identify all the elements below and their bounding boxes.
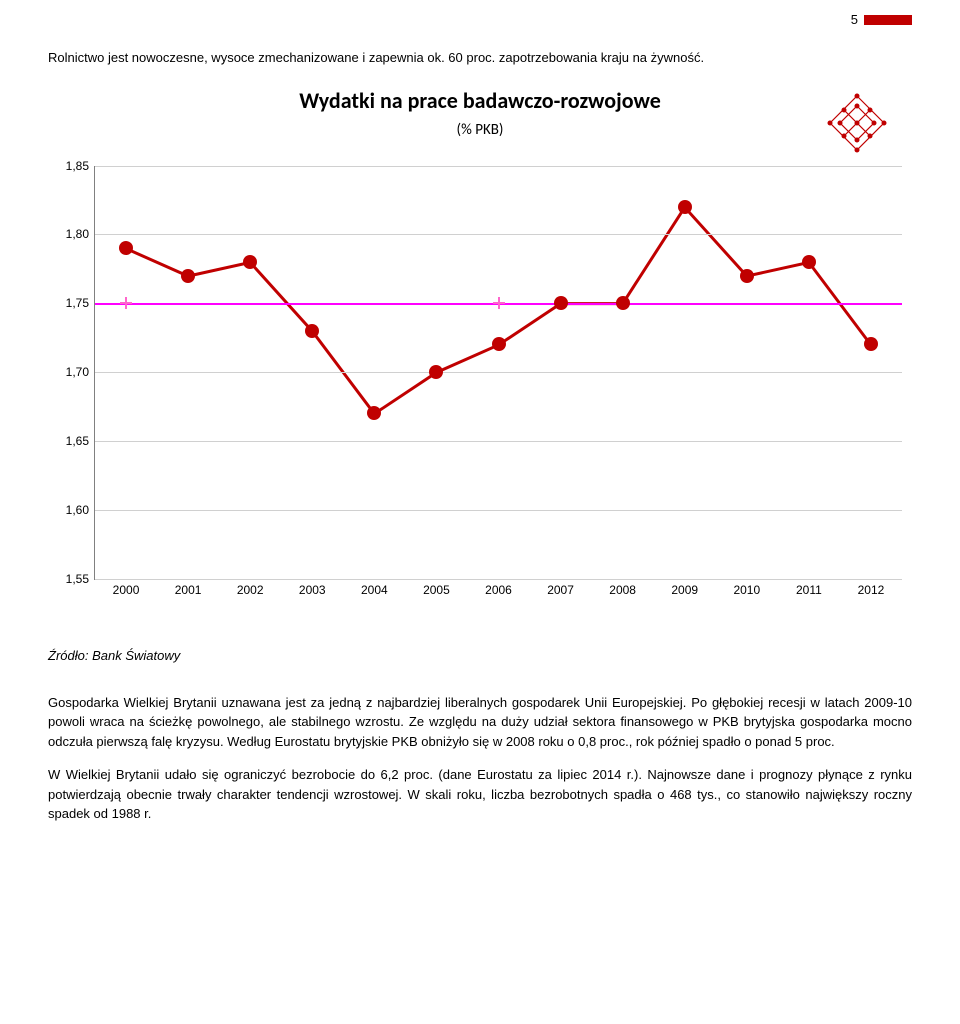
chart-source: Źródło: Bank Światowy xyxy=(48,648,912,663)
page-number: 5 xyxy=(851,12,858,27)
chart-title-text: Wydatki na prace badawczo-rozwojowe xyxy=(299,87,661,114)
chart-subtitle: (% PKB) xyxy=(457,121,504,139)
chart-gridline xyxy=(95,510,902,511)
chart-xtick-label: 2004 xyxy=(361,579,388,597)
chart-ytick-label: 1,80 xyxy=(66,227,95,241)
chart-plot-area: 1,551,601,651,701,751,801,85200020012002… xyxy=(94,166,902,580)
chart-gridline xyxy=(95,166,902,167)
chart-data-point xyxy=(119,241,133,255)
chart-xtick-label: 2001 xyxy=(175,579,202,597)
chart-data-point xyxy=(678,200,692,214)
chart-average-line xyxy=(95,303,902,305)
chart-xtick-label: 2009 xyxy=(671,579,698,597)
header-accent-bar xyxy=(864,15,912,25)
chart-data-point xyxy=(492,337,506,351)
chart-data-point xyxy=(305,324,319,338)
chart-data-point xyxy=(181,269,195,283)
chart-data-point xyxy=(864,337,878,351)
chart-data-point xyxy=(802,255,816,269)
chart-data-point xyxy=(554,296,568,310)
chart-xtick-label: 2011 xyxy=(796,579,822,597)
chart-xtick-label: 2008 xyxy=(609,579,636,597)
rd-spending-chart: Wydatki na prace badawczo-rozwojowe (% P… xyxy=(48,88,912,608)
chart-ytick-label: 1,60 xyxy=(66,503,95,517)
intro-paragraph: Rolnictwo jest nowoczesne, wysoce zmecha… xyxy=(48,48,912,68)
chart-title: Wydatki na prace badawczo-rozwojowe (% P… xyxy=(48,88,912,141)
chart-xtick-label: 2010 xyxy=(733,579,760,597)
chart-data-point xyxy=(429,365,443,379)
chart-xtick-label: 2006 xyxy=(485,579,512,597)
chart-gridline xyxy=(95,234,902,235)
chart-gridline xyxy=(95,372,902,373)
chart-data-point xyxy=(740,269,754,283)
chart-xtick-label: 2005 xyxy=(423,579,450,597)
chart-xtick-label: 2007 xyxy=(547,579,574,597)
body-paragraph-2: W Wielkiej Brytanii udało się ograniczyć… xyxy=(48,765,912,824)
chart-ytick-label: 1,75 xyxy=(66,296,95,310)
chart-gridline xyxy=(95,441,902,442)
page-header: 5 xyxy=(851,12,912,27)
chart-ytick-label: 1,85 xyxy=(66,159,95,173)
chart-data-point xyxy=(367,406,381,420)
chart-data-point xyxy=(616,296,630,310)
chart-ytick-label: 1,70 xyxy=(66,365,95,379)
chart-xtick-label: 2012 xyxy=(858,579,885,597)
body-paragraph-1: Gospodarka Wielkiej Brytanii uznawana je… xyxy=(48,693,912,752)
chart-ytick-label: 1,65 xyxy=(66,434,95,448)
knot-logo-icon xyxy=(822,88,892,158)
chart-ytick-label: 1,55 xyxy=(66,572,95,586)
chart-xtick-label: 2003 xyxy=(299,579,326,597)
chart-xtick-label: 2000 xyxy=(113,579,140,597)
chart-xtick-label: 2002 xyxy=(237,579,264,597)
chart-data-point xyxy=(243,255,257,269)
